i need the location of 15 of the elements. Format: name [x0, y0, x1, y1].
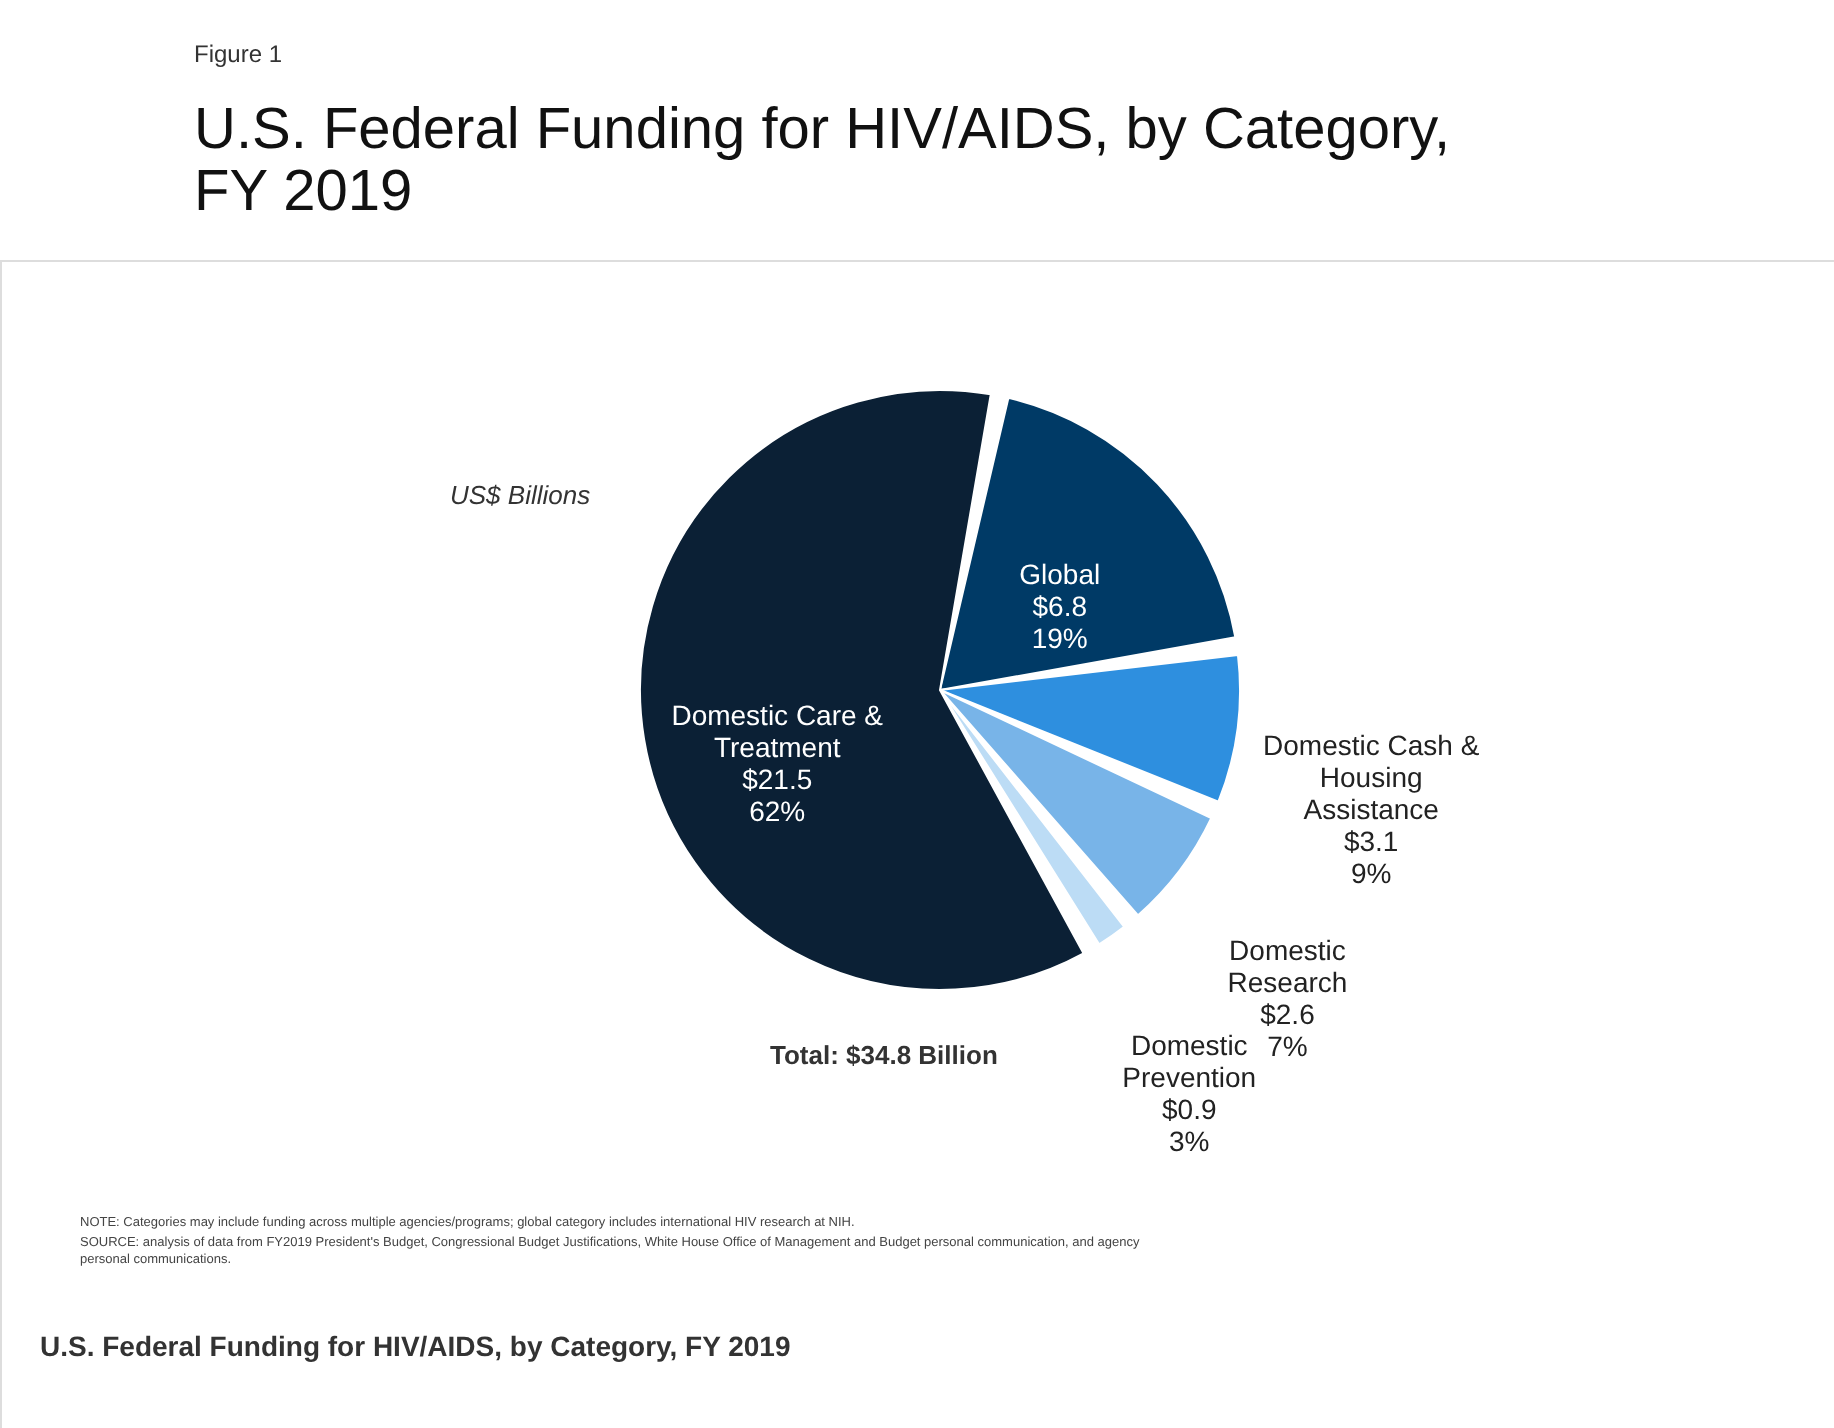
data-label: $0.9 3% — [1162, 1092, 1217, 1157]
slice-label: Global — [1019, 558, 1101, 591]
data-label: $6.8 19% — [1031, 590, 1088, 655]
data-label: $21.5 62% — [742, 763, 813, 828]
caption: Figure 1 — [194, 40, 283, 68]
text: Total: $34.8 Billion — [770, 1040, 998, 1070]
data-label: $2.6 7% — [1260, 997, 1316, 1062]
chart-title: U.S. Federal Funding for HIV/AIDS, by Category, FY 2019 — [194, 98, 1451, 224]
data-label: $3.1 9% — [1343, 825, 1399, 890]
text: US$ Billions — [450, 480, 592, 510]
slice-label: Domestic Cash & Housing Assistance — [1263, 729, 1481, 826]
slice-label: Domestic Care & Treatment — [671, 699, 885, 764]
slice-label: Domestic Research — [1227, 933, 1348, 998]
slice-label: Domestic Prevention — [1122, 1028, 1257, 1093]
text: U.S. Federal Funding for HIV/AIDS, by Category, FY 2019 — [40, 1330, 791, 1362]
